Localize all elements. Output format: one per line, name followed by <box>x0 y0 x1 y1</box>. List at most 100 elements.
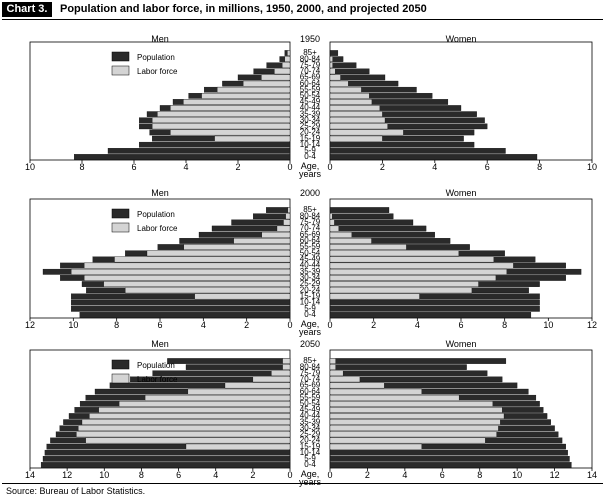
labor-force-bar-women <box>329 281 479 287</box>
population-bar-men <box>231 219 291 226</box>
labor-force-bar-women <box>329 129 404 136</box>
men-tick-label: 8 <box>79 162 84 172</box>
labor-force-bar-men <box>287 50 291 56</box>
age-label: 5-9 <box>304 454 316 463</box>
age-axis-label: Age, <box>301 319 320 329</box>
labor-force-bar-women <box>329 287 473 294</box>
men-tick-label: 14 <box>25 470 35 480</box>
labor-force-bar-men <box>194 293 291 300</box>
age-label: 85+ <box>303 48 317 57</box>
legend-swatch-labor-force <box>111 222 130 233</box>
labor-force-bar-men <box>214 135 291 142</box>
labor-force-bar-women <box>329 93 370 99</box>
age-label: 60-64 <box>300 236 321 245</box>
legend-label: Population <box>137 361 175 370</box>
population-bar-men <box>42 456 291 462</box>
age-label: 65-69 <box>300 230 321 239</box>
age-axis-unit: years <box>299 477 322 487</box>
age-label: 55-59 <box>300 242 321 251</box>
labor-force-bar-men <box>84 262 291 269</box>
women-tick-label: 0 <box>327 470 332 480</box>
labor-force-bar-women <box>329 413 505 419</box>
labor-force-bar-women <box>329 86 362 93</box>
women-tick-label: 6 <box>458 320 463 330</box>
labor-force-bar-men <box>233 238 291 244</box>
age-label: 55-59 <box>300 393 321 402</box>
labor-force-bar-women <box>329 238 372 244</box>
men-tick-label: 4 <box>183 162 188 172</box>
age-label: 25-29 <box>300 122 321 131</box>
women-tick-label: 10 <box>543 320 553 330</box>
age-label: 45-49 <box>300 255 321 264</box>
chart-title: Population and labor force, in millions,… <box>60 3 427 15</box>
age-axis-unit: years <box>299 169 322 179</box>
labor-force-bar-women <box>329 401 493 407</box>
labor-force-bar-women <box>329 219 335 226</box>
labor-force-bar-women <box>329 56 333 62</box>
age-label: 0-4 <box>304 460 316 469</box>
labor-force-bar-men <box>183 244 291 250</box>
population-bar-men <box>185 364 291 370</box>
labor-force-bar-women <box>329 437 486 444</box>
labor-force-bar-women <box>329 394 460 401</box>
title-divider <box>2 19 603 20</box>
labor-force-bar-men <box>125 287 291 294</box>
source-divider <box>2 483 603 484</box>
legend-label: Population <box>137 53 175 62</box>
men-heading: Men <box>151 339 169 349</box>
labor-force-bar-women <box>329 123 388 130</box>
population-bar-women <box>329 219 414 226</box>
men-tick-label: 6 <box>157 320 162 330</box>
chart-header: Chart 3. Population and labor force, in … <box>2 2 605 20</box>
population-bar-women <box>329 299 540 306</box>
labor-force-bar-women <box>329 407 503 413</box>
labor-force-bar-men <box>271 370 291 377</box>
men-tick-label: 10 <box>25 162 35 172</box>
population-bar-women <box>329 358 507 364</box>
age-label: 65-69 <box>300 73 321 82</box>
labor-force-bar-women <box>329 62 333 69</box>
age-label: 70-74 <box>300 375 321 384</box>
age-label: 35-39 <box>300 267 321 276</box>
women-tick-label: 2 <box>380 162 385 172</box>
labor-force-bar-women <box>329 244 407 250</box>
population-bar-women <box>329 312 532 318</box>
age-axis-label: Age, <box>301 469 320 479</box>
population-bar-women <box>329 50 339 56</box>
men-tick-label: 2 <box>244 320 249 330</box>
men-tick-label: 10 <box>68 320 78 330</box>
population-bar-men <box>266 207 291 213</box>
men-heading: Men <box>151 188 169 198</box>
age-label: 5-9 <box>304 146 316 155</box>
labor-force-bar-women <box>329 364 336 370</box>
age-label: 40-44 <box>300 261 321 270</box>
men-tick-label: 12 <box>25 320 35 330</box>
age-label: 5-9 <box>304 304 316 313</box>
legend-label: Labor force <box>137 224 178 233</box>
labor-force-bar-women <box>329 370 344 377</box>
men-tick-label: 12 <box>62 470 72 480</box>
labor-force-bar-men <box>144 394 291 401</box>
age-label: 30-34 <box>300 423 321 432</box>
women-tick-label: 4 <box>415 320 420 330</box>
labor-force-bar-women <box>329 382 385 389</box>
labor-force-bar-women <box>329 225 339 232</box>
age-label: 15-19 <box>300 442 321 451</box>
women-heading: Women <box>446 339 477 349</box>
age-label: 75-79 <box>300 60 321 69</box>
labor-force-bar-women <box>329 419 501 425</box>
women-tick-label: 8 <box>477 470 482 480</box>
population-bar-women <box>329 148 506 154</box>
labor-force-bar-women <box>329 74 341 81</box>
pyramid-2000 <box>29 198 593 321</box>
labor-force-bar-men <box>282 364 291 370</box>
labor-force-bar-men <box>152 117 291 124</box>
labor-force-bar-women <box>329 68 336 75</box>
legend-swatch-population <box>111 359 130 370</box>
labor-force-bar-men <box>85 437 291 444</box>
labor-force-bar-women <box>329 293 420 300</box>
men-tick-label: 0 <box>287 320 292 330</box>
population-bar-women <box>329 462 572 468</box>
chart-number-badge: Chart 3. <box>2 2 52 17</box>
women-tick-label: 6 <box>485 162 490 172</box>
